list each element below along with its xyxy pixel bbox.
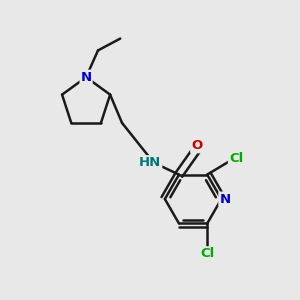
Text: Cl: Cl xyxy=(229,152,243,165)
Text: Cl: Cl xyxy=(200,247,214,260)
Text: N: N xyxy=(219,193,230,206)
Text: N: N xyxy=(80,71,92,84)
Text: HN: HN xyxy=(139,156,161,169)
Text: O: O xyxy=(191,139,202,152)
